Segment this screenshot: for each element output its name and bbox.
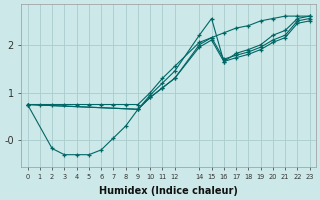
X-axis label: Humidex (Indice chaleur): Humidex (Indice chaleur) — [99, 186, 238, 196]
